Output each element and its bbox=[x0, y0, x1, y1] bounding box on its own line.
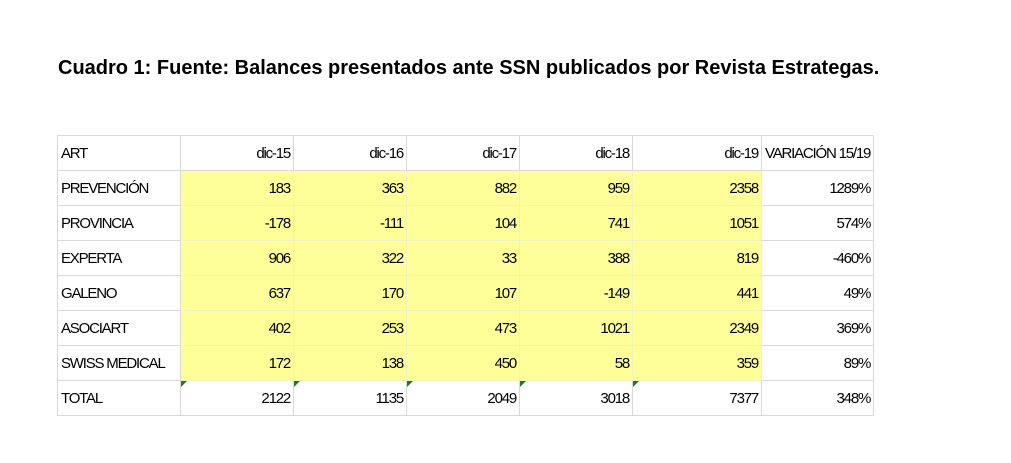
total-cell: 7377 bbox=[632, 380, 762, 416]
table-cell: 473 bbox=[406, 310, 520, 346]
table-cell: 450 bbox=[406, 345, 520, 381]
document-title: Cuadro 1: Fuente: Balances presentados a… bbox=[58, 57, 880, 79]
table-row: EXPERTA 906 322 33 388 819 -460% bbox=[57, 240, 875, 276]
table-cell: 959 bbox=[519, 170, 633, 206]
table-row: PROVINCIA -178 -111 104 741 1051 574% bbox=[57, 205, 875, 241]
total-value: 7377 bbox=[729, 389, 759, 407]
formula-warning-marker bbox=[181, 381, 187, 387]
total-row: TOTAL 2122 1135 2049 3018 7377 348% bbox=[57, 380, 875, 416]
header-row: ART dic-15 dic-16 dic-17 dic-18 dic-19 V… bbox=[57, 135, 875, 171]
table-cell: 2349 bbox=[632, 310, 762, 346]
variation-cell: -460% bbox=[760, 240, 875, 276]
table-cell: 388 bbox=[519, 240, 633, 276]
table-cell: -111 bbox=[293, 205, 407, 241]
total-value: 1135 bbox=[375, 389, 405, 407]
table-cell: 107 bbox=[406, 275, 520, 311]
variation-cell: 369% bbox=[760, 310, 875, 346]
column-header-variacion: VARIACIÓN 15/19 bbox=[760, 135, 875, 171]
row-label: GALENO bbox=[57, 275, 181, 311]
formula-warning-marker bbox=[520, 381, 526, 387]
total-cell: 2122 bbox=[180, 380, 294, 416]
total-value: 2122 bbox=[261, 389, 291, 407]
row-label: SWISS MEDICAL bbox=[57, 345, 181, 381]
table-cell: 33 bbox=[406, 240, 520, 276]
table-cell: 322 bbox=[293, 240, 407, 276]
total-label: TOTAL bbox=[57, 380, 181, 416]
table-cell: 363 bbox=[293, 170, 407, 206]
table-cell: 170 bbox=[293, 275, 407, 311]
table-cell: 138 bbox=[293, 345, 407, 381]
table-cell: -178 bbox=[180, 205, 294, 241]
table-cell: 882 bbox=[406, 170, 520, 206]
total-variation-cell: 348% bbox=[760, 380, 875, 416]
variation-cell: 49% bbox=[760, 275, 875, 311]
total-cell: 2049 bbox=[406, 380, 520, 416]
table-cell: 359 bbox=[632, 345, 762, 381]
row-label: ASOCIART bbox=[57, 310, 181, 346]
table-row: GALENO 637 170 107 -149 441 49% bbox=[57, 275, 875, 311]
data-table: ART dic-15 dic-16 dic-17 dic-18 dic-19 V… bbox=[57, 135, 875, 416]
column-header-dic-19: dic-19 bbox=[632, 135, 762, 171]
table-cell: 172 bbox=[180, 345, 294, 381]
table-cell: 906 bbox=[180, 240, 294, 276]
table-cell: 183 bbox=[180, 170, 294, 206]
table-cell: 253 bbox=[293, 310, 407, 346]
table-cell: 1051 bbox=[632, 205, 762, 241]
total-value: 3018 bbox=[600, 389, 630, 407]
column-header-art: ART bbox=[57, 135, 181, 171]
table-row: SWISS MEDICAL 172 138 450 58 359 89% bbox=[57, 345, 875, 381]
variation-cell: 1289% bbox=[760, 170, 875, 206]
column-header-dic-17: dic-17 bbox=[406, 135, 520, 171]
row-label: EXPERTA bbox=[57, 240, 181, 276]
row-label: PREVENCIÓN bbox=[57, 170, 181, 206]
column-header-dic-18: dic-18 bbox=[519, 135, 633, 171]
formula-warning-marker bbox=[407, 381, 413, 387]
total-value: 2049 bbox=[487, 389, 517, 407]
table-cell: 441 bbox=[632, 275, 762, 311]
table-cell: 637 bbox=[180, 275, 294, 311]
table-cell: 2358 bbox=[632, 170, 762, 206]
variation-cell: 89% bbox=[760, 345, 875, 381]
row-label: PROVINCIA bbox=[57, 205, 181, 241]
formula-warning-marker bbox=[633, 381, 639, 387]
table-row: ASOCIART 402 253 473 1021 2349 369% bbox=[57, 310, 875, 346]
column-header-dic-15: dic-15 bbox=[180, 135, 294, 171]
table-cell: 402 bbox=[180, 310, 294, 346]
table-cell: -149 bbox=[519, 275, 633, 311]
variation-cell: 574% bbox=[760, 205, 875, 241]
table-cell: 819 bbox=[632, 240, 762, 276]
table-cell: 1021 bbox=[519, 310, 633, 346]
table-row: PREVENCIÓN 183 363 882 959 2358 1289% bbox=[57, 170, 875, 206]
total-cell: 1135 bbox=[293, 380, 407, 416]
table-cell: 104 bbox=[406, 205, 520, 241]
formula-warning-marker bbox=[294, 381, 300, 387]
table-cell: 58 bbox=[519, 345, 633, 381]
total-cell: 3018 bbox=[519, 380, 633, 416]
column-header-dic-16: dic-16 bbox=[293, 135, 407, 171]
table-cell: 741 bbox=[519, 205, 633, 241]
